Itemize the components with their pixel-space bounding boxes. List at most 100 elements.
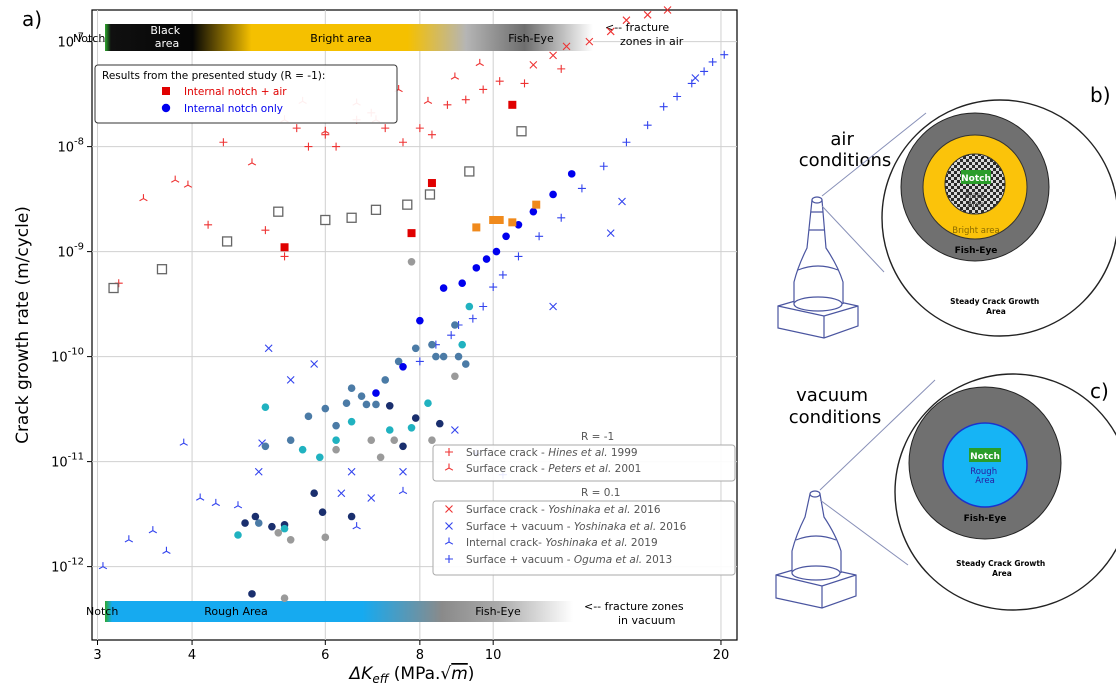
- data-point: [280, 243, 289, 252]
- data-point: [407, 423, 416, 432]
- x-label-sub: eff: [372, 672, 389, 686]
- air-line2: conditions: [799, 150, 892, 171]
- data-point: [247, 158, 257, 166]
- data-point: [347, 417, 356, 426]
- data-point: [458, 279, 466, 288]
- data-point: [407, 229, 416, 238]
- data-point: [394, 357, 403, 366]
- data-point: [508, 218, 517, 227]
- legend-literature-item: Surface crack - Yoshinaka et al. 2016: [466, 504, 661, 516]
- data-point: [254, 519, 263, 527]
- data-point: [489, 283, 498, 292]
- data-point: [428, 436, 436, 444]
- data-point: [407, 257, 416, 266]
- data-point: [479, 85, 488, 94]
- data-point: [108, 282, 119, 294]
- data-point: [347, 512, 356, 521]
- steady-b-line2: Area: [986, 307, 1006, 316]
- data-point: [411, 344, 420, 353]
- data-point: [659, 102, 668, 111]
- fisheye-b-label: Fish-Eye: [955, 246, 998, 256]
- data-point: [567, 170, 576, 178]
- data-point: [321, 126, 330, 134]
- legend-literature-item: Surface crack - Peters et al. 2001: [466, 463, 641, 475]
- data-point: [385, 402, 394, 410]
- legend-marker: [445, 505, 453, 513]
- data-point: [549, 302, 557, 311]
- top-bar-bright-label: Bright area: [310, 32, 371, 45]
- notch-b: [961, 170, 991, 184]
- data-point: [618, 197, 626, 206]
- data-point: [557, 64, 566, 73]
- legend-literature-item: Internal crack- Yoshinaka et al. 2019: [466, 537, 658, 549]
- data-point: [332, 445, 340, 454]
- steady-b-label: Steady Crack Growth Area: [950, 297, 1042, 316]
- data-point: [280, 594, 289, 603]
- data-point: [148, 526, 158, 534]
- data-point: [495, 77, 504, 86]
- legend-marker: [445, 448, 453, 456]
- data-point: [468, 314, 477, 323]
- bottom-fracture-bar: Notch Rough Area Fish-Eye <-- fracture z…: [86, 600, 684, 627]
- data-point: [502, 232, 510, 241]
- data-point: [472, 264, 481, 272]
- x-axis-ticks: 3 4 6 8 10 20: [93, 640, 729, 663]
- x-tick-label: 6: [321, 648, 329, 663]
- data-point: [458, 340, 466, 349]
- steady-c-line1: Steady Crack Growth: [956, 559, 1045, 568]
- data-point: [204, 220, 213, 229]
- data-point: [390, 436, 399, 444]
- data-point: [370, 204, 382, 215]
- data-point: [280, 252, 289, 261]
- data-point: [357, 392, 366, 400]
- black-area-b-label: Black Area: [965, 191, 988, 209]
- bottom-bar-rough-label: Rough Area: [204, 605, 268, 618]
- data-point: [399, 467, 407, 476]
- data-point: [557, 213, 566, 222]
- data-point: [298, 445, 307, 454]
- vacuum-conditions-label: vacuum conditions: [789, 385, 882, 428]
- top-bar-black-label: Black area: [150, 24, 183, 50]
- data-point: [720, 50, 729, 59]
- legend-blue-circle: [161, 103, 171, 113]
- data-point: [492, 247, 501, 256]
- data-point: [416, 316, 424, 325]
- rough-c-line1: Rough: [970, 467, 997, 477]
- vacuum-line2: conditions: [789, 407, 882, 428]
- y-tick-label: 10-10: [51, 347, 84, 366]
- data-point: [398, 138, 407, 147]
- data-point: [292, 124, 301, 133]
- notch-c: [969, 448, 1001, 462]
- data-point: [415, 357, 424, 366]
- legend-present-item-2: Internal notch only: [184, 103, 283, 115]
- data-point: [447, 331, 456, 340]
- legend-present-title: Results from the presented study (R = -1…: [102, 70, 325, 82]
- specimen-b-icon: [777, 196, 859, 339]
- panel-a: a) Notch Black area Bright area Fish-Eye…: [13, 6, 738, 686]
- y-tick-label: 10-7: [57, 32, 84, 51]
- legend-marker: [445, 555, 453, 563]
- data-point: [337, 489, 346, 498]
- data-markers: [98, 6, 729, 603]
- data-point: [479, 302, 488, 311]
- x-tick-label: 8: [416, 648, 424, 663]
- data-point: [489, 216, 498, 224]
- top-bar-fisheye-label: Fish-Eye: [508, 32, 554, 45]
- data-point: [549, 190, 557, 199]
- data-point: [139, 194, 148, 202]
- zoom-line-c-top: [819, 379, 936, 491]
- bottom-bar-note-line1: <-- fracture zones: [584, 600, 684, 613]
- data-point: [585, 37, 594, 46]
- data-point: [450, 426, 459, 434]
- top-fracture-bar: Notch Black area Bright area Fish-Eye <-…: [73, 21, 684, 51]
- top-bar-note: <-- fracture zones in air: [605, 21, 684, 48]
- data-point: [261, 403, 270, 411]
- top-bar-black-line2: area: [155, 37, 180, 50]
- data-point: [286, 436, 295, 444]
- x-label-close: ): [468, 664, 475, 684]
- data-point: [435, 419, 444, 428]
- panel-b: b) air conditions Notch Black Area Brig: [777, 83, 1116, 339]
- data-point: [529, 61, 538, 69]
- data-point: [280, 524, 289, 533]
- x-label-unit: (MPa.: [388, 664, 440, 684]
